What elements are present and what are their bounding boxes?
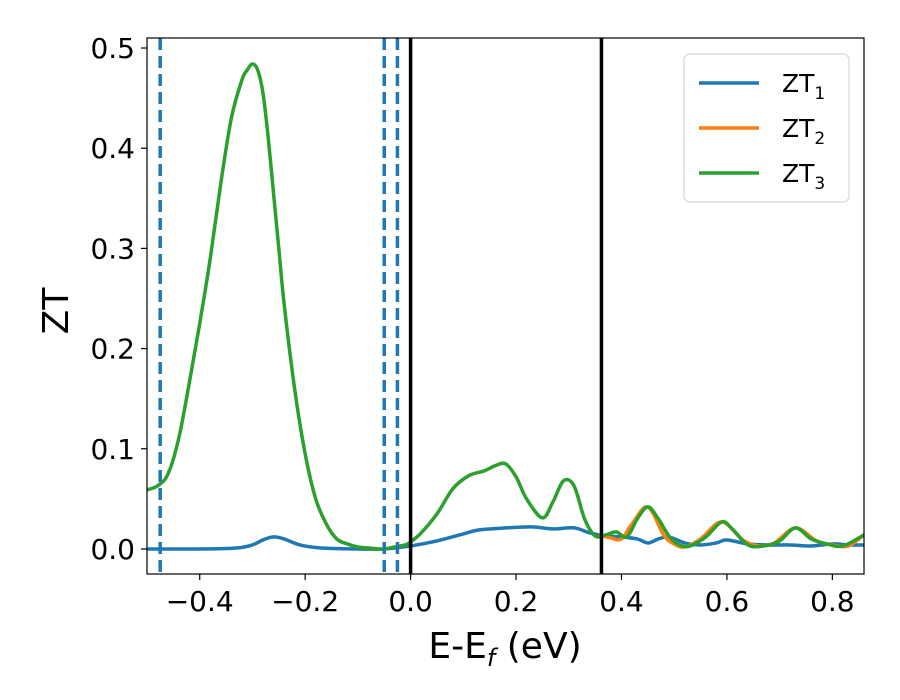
legend-label-zt3: ZT3 [782,159,825,194]
x-tick-label: −0.4 [166,585,234,618]
x-tick-label: −0.2 [271,585,339,618]
x-tick-label: 0.0 [388,585,433,618]
series-line-zt3 [147,62,864,551]
vline-layer [158,38,604,574]
x-tick-label: 0.4 [599,585,644,618]
plot-frame [146,37,865,575]
y-tick-label: 0.3 [90,232,135,265]
x-axis-ticks: −0.4 −0.2 0.0 0.2 0.4 0.6 0.8 [166,574,855,618]
y-tick-label: 0.2 [90,333,135,366]
y-tick-label: 0.5 [90,32,135,65]
y-axis-title: ZT [36,287,77,335]
x-tick-label: 0.8 [810,585,855,618]
y-tick-label: 0.4 [90,132,135,165]
y-axis-ticks: 0.0 0.1 0.2 0.3 0.4 0.5 [90,32,147,566]
x-axis-title: E-Ef (eV) [428,626,581,672]
y-tick-label: 0.1 [90,433,135,466]
x-tick-label: 0.6 [705,585,750,618]
series-layer [147,62,864,551]
legend: ZT1 ZT2 ZT3 [683,53,850,203]
legend-label-zt2: ZT2 [782,114,825,149]
legend-label-zt1: ZT1 [782,69,825,104]
x-tick-label: 0.2 [494,585,539,618]
y-tick-label: 0.0 [90,533,135,566]
legend-box [683,53,850,203]
